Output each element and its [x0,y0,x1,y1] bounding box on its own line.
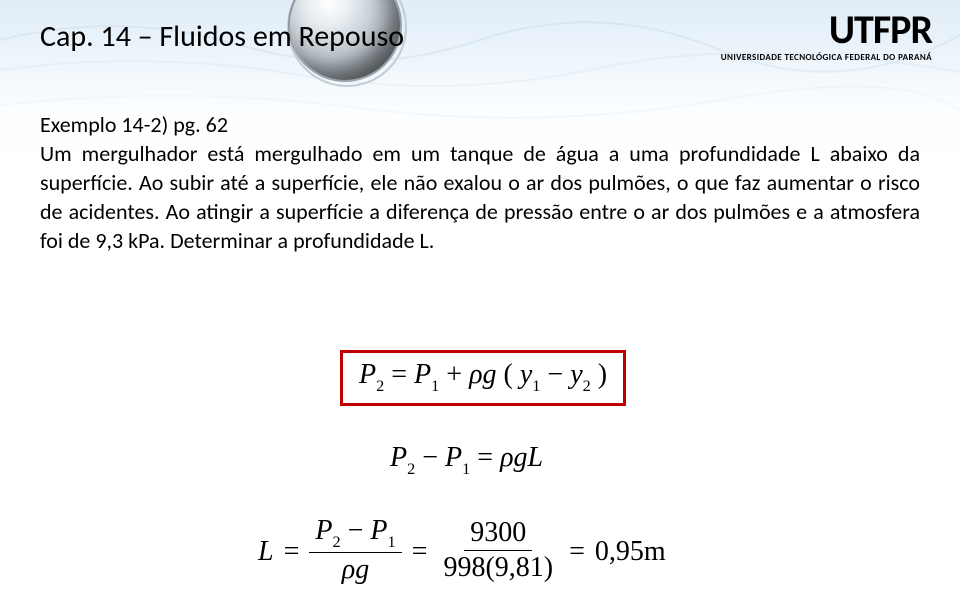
eq1-y1-sub: 1 [532,377,540,395]
eq1-open: ( [504,359,513,390]
eq3-frac1: P2 − P1 ρg [309,516,401,584]
eq2-rhs: ρgL [500,442,543,473]
eq3-eq1: = [284,536,300,568]
eq1-plus: + [446,359,469,390]
logo-text: UTFPR [829,5,932,54]
eq3-P2-sub: 2 [332,533,340,551]
eq2-minus: − [422,442,445,473]
eq3-den1: ρg [336,553,375,584]
body-text: Exemplo 14-2) pg. 62 Um mergulhador está… [40,110,920,255]
chapter-title: Cap. 14 – Fluidos em Repouso [40,18,404,55]
eq1-eq: = [391,359,414,390]
eq3-P1-sub: 1 [388,533,396,551]
eq3-L: L [258,536,274,568]
eq3-frac1-num: P2 − P1 [309,516,401,553]
slide-root: { "title": "Cap. 14 – Fluidos em Repouso… [0,0,960,603]
eq3-result: 0,95m [595,536,666,568]
equation-3: L = P2 − P1 ρg = 9300 998(9,81) = 0,95m [258,518,666,586]
problem-statement: Um mergulhador está mergulhado em um tan… [40,140,920,254]
eq2-P1: P [445,442,462,473]
eq1-g: g [483,359,497,390]
eq1-y2-sub: 2 [583,377,591,395]
eq3-eq3: = [569,536,585,568]
eq2-P2: P [390,442,407,473]
eq1-P1: P [414,359,431,390]
eq3-frac2: 9300 998(9,81) [437,518,559,582]
equation-2: P2 − P1 = ρgL [390,442,543,478]
eq1-y2: y [570,359,582,390]
eq2-P2-sub: 2 [407,460,415,478]
eq1-P2-sub: 2 [376,377,384,395]
eq2-eq: = [477,442,500,473]
eq3-eq2: = [412,536,428,568]
eq3-P1: P [370,515,387,546]
eq1-y1: y [520,359,532,390]
equation-boxed: P2 = P1 + ρg(y1 − y2) [340,350,626,406]
eq3-den2: 998(9,81) [437,551,559,582]
logo-main: UTFPR [829,10,932,50]
eq1-minus: − [547,359,570,390]
eq2-P1-sub: 1 [462,460,470,478]
eq1-P1-sub: 1 [431,377,439,395]
eq1-rho: ρ [469,359,482,390]
eq3-num2: 9300 [464,518,532,550]
eq3-nminus: − [341,515,371,546]
eq1-close: ) [598,359,607,390]
eq1-P2: P [359,359,376,390]
eq3-P2: P [315,515,332,546]
logo-block: UTFPR UNIVERSIDADE TECNOLÓGICA FEDERAL D… [721,10,932,63]
example-ref: Exemplo 14-2) pg. 62 [40,111,228,138]
